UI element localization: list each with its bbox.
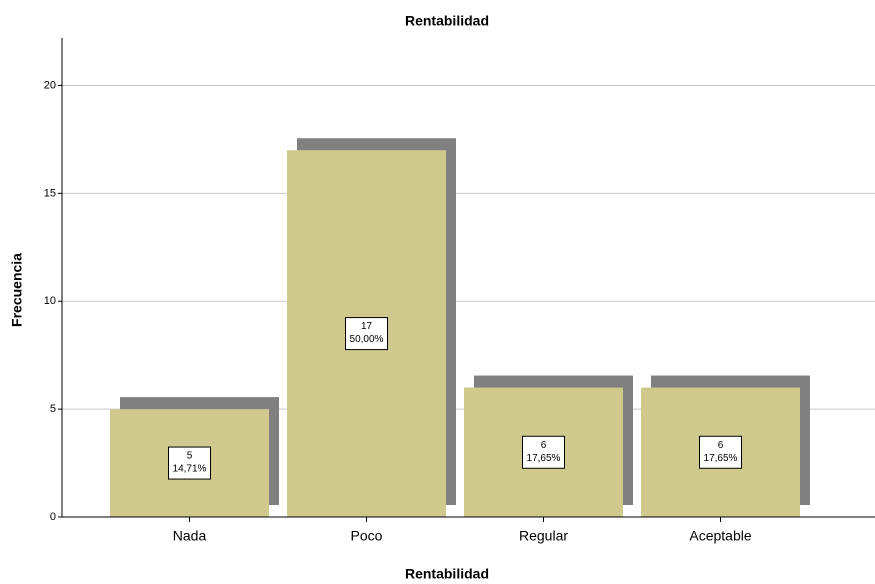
data-label-box [345, 317, 388, 351]
data-label-percent: 17,65% [527, 453, 561, 464]
y-tick-label: 10 [44, 295, 56, 307]
data-label: 6 [718, 440, 724, 451]
x-tick-label: Nada [173, 528, 207, 544]
data-label: 5 [187, 451, 193, 462]
y-tick-label: 15 [44, 187, 56, 199]
y-tick-label: 0 [50, 511, 56, 523]
data-label: 6 [541, 440, 547, 451]
data-label-box [699, 435, 742, 469]
data-label-percent: 14,71% [173, 464, 207, 475]
x-tick-label: Regular [519, 528, 568, 544]
data-label-percent: 17,65% [704, 453, 738, 464]
data-label-percent: 50,00% [350, 334, 384, 345]
x-tick-label: Poco [351, 528, 383, 544]
data-label-box [168, 446, 211, 480]
data-label-box [522, 435, 565, 469]
chart-title: Rentabilidad [405, 13, 489, 29]
data-label: 17 [361, 321, 373, 332]
y-axis-label: Frecuencia [9, 253, 25, 327]
y-tick-label: 5 [50, 403, 56, 415]
x-axis-label: Rentabilidad [405, 566, 489, 582]
y-tick-label: 20 [44, 79, 56, 91]
x-tick-label: Aceptable [689, 528, 751, 544]
